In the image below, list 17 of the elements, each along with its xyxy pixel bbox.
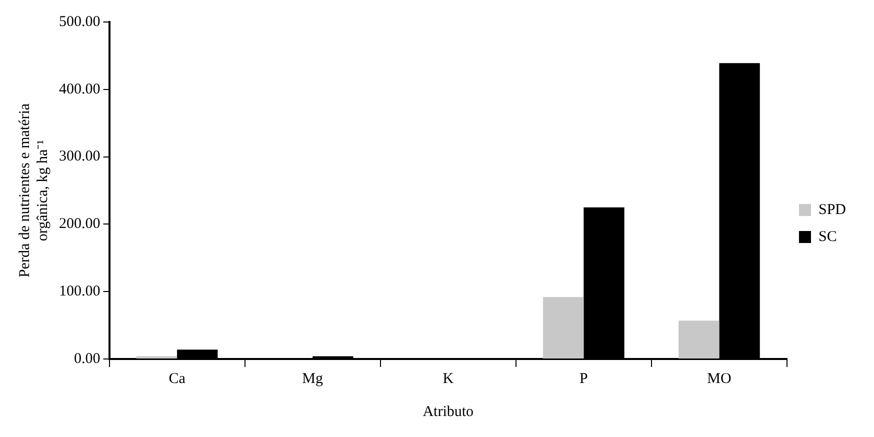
y-tick-label: 400.00 xyxy=(59,81,100,98)
y-axis-title: Perda de nutrientes e matéria orgânica, kg ha⁻¹ xyxy=(16,103,51,278)
y-tick-label: 0.00 xyxy=(74,350,100,367)
legend-label: SPD xyxy=(818,202,846,218)
bar xyxy=(543,296,584,358)
y-tick-label: 200.00 xyxy=(59,216,100,232)
y-tick-label: 100.00 xyxy=(59,284,100,300)
y-tick-label: 500.00 xyxy=(59,14,100,30)
legend-label: SC xyxy=(818,228,837,245)
x-tick-label: K xyxy=(442,370,454,387)
bar xyxy=(678,320,720,358)
x-tick-label: MO xyxy=(707,370,732,387)
x-axis-title: Atributo xyxy=(422,404,474,420)
x-tick-label: Ca xyxy=(168,370,186,387)
x-tick-label: Mg xyxy=(302,370,324,387)
x-tick-label: P xyxy=(579,370,588,387)
y-tick-label: 300.00 xyxy=(59,148,100,165)
